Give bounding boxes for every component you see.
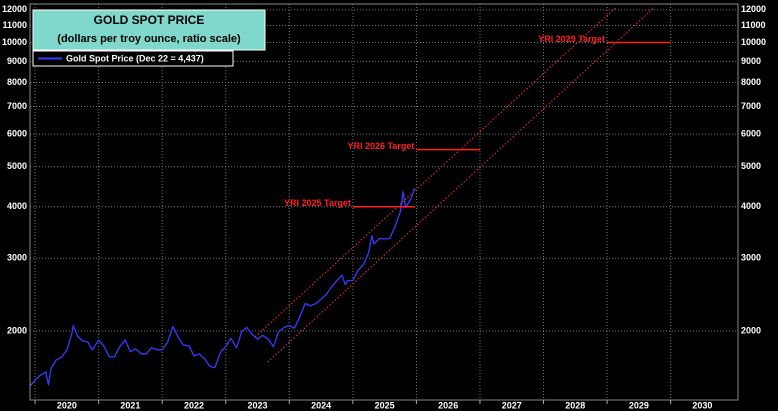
grid <box>30 4 738 400</box>
x-tick-label: 2026 <box>438 400 458 410</box>
legend-label: Gold Spot Price (Dec 22 = 4,437) <box>66 53 204 63</box>
x-tick-label: 2024 <box>311 400 331 410</box>
y-tick-label-right: 5000 <box>741 161 761 171</box>
y-tick-label-right: 2000 <box>741 325 761 335</box>
x-tick-label: 2028 <box>565 400 585 410</box>
y-tick-label-right: 6000 <box>741 128 761 138</box>
y-tick-label-right: 8000 <box>741 77 761 87</box>
y-tick-label: 12000 <box>2 4 27 14</box>
target-label: YRI 2025 Target <box>284 198 351 208</box>
marks <box>29 6 671 387</box>
x-tick-label: 2021 <box>120 400 140 410</box>
y-tick-label-right: 4000 <box>741 201 761 211</box>
x-tick-label: 2029 <box>629 400 649 410</box>
y-tick-label: 8000 <box>7 77 27 87</box>
chart-title: GOLD SPOT PRICE <box>94 13 205 27</box>
y-tick-label: 5000 <box>7 161 27 171</box>
y-tick-label: 7000 <box>7 101 27 111</box>
y-tick-label-right: 9000 <box>741 56 761 66</box>
y-tick-label-right: 11000 <box>741 20 766 30</box>
trend-line <box>267 6 656 363</box>
plot-frame <box>29 3 739 401</box>
y-tick-label-right: 7000 <box>741 101 761 111</box>
title-box <box>32 9 266 51</box>
y-tick-label-right: 10000 <box>741 37 766 47</box>
legend-box <box>32 50 234 67</box>
y-tick-label: 6000 <box>7 128 27 138</box>
x-tick-label: 2023 <box>248 400 268 410</box>
y-tick-label: 2000 <box>7 325 27 335</box>
target-label: YRI 2029 Target <box>538 34 605 44</box>
y-tick-label: 9000 <box>7 56 27 66</box>
y-tick-label: 3000 <box>7 253 27 263</box>
y-tick-label-right: 3000 <box>741 253 761 263</box>
y-tick-label: 11000 <box>2 20 27 30</box>
y-tick-label-right: 12000 <box>741 4 766 14</box>
x-tick-label: 2030 <box>692 400 712 410</box>
x-tick-label: 2022 <box>184 400 204 410</box>
x-tick-label: 2025 <box>375 400 395 410</box>
x-tick-label: 2020 <box>57 400 77 410</box>
y-tick-label: 10000 <box>2 37 27 47</box>
x-tick-label: 2027 <box>502 400 522 410</box>
trend-line <box>254 6 617 338</box>
price-line <box>29 187 416 387</box>
chart-subtitle: (dollars per troy ounce, ratio scale) <box>57 33 241 45</box>
y-tick-label: 4000 <box>7 201 27 211</box>
target-label: YRI 2026 Target <box>348 141 415 151</box>
